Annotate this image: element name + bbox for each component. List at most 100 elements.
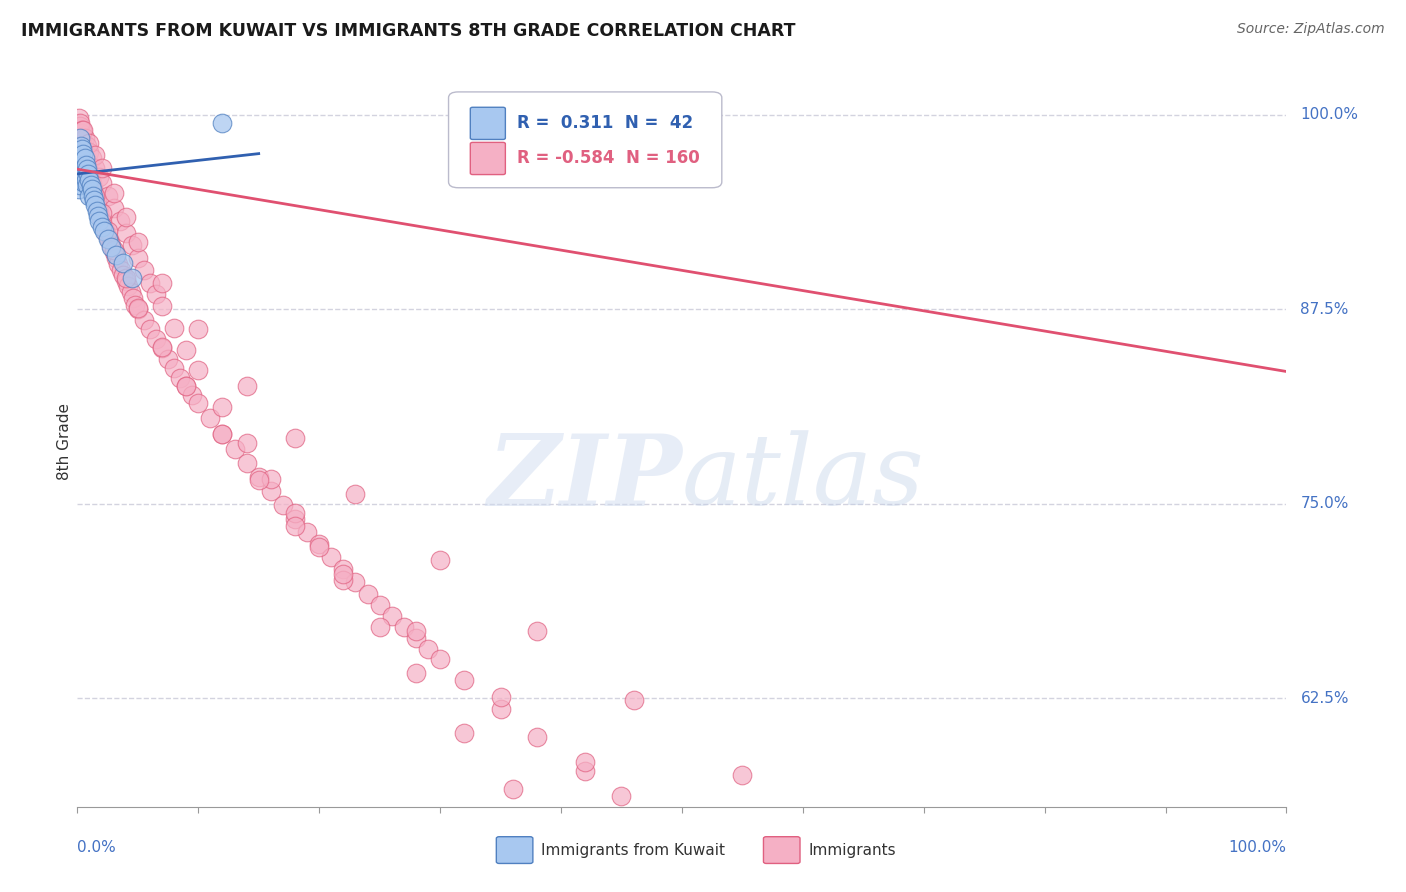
Point <box>405 666 427 681</box>
Point <box>96 224 118 238</box>
Point <box>97 232 120 246</box>
Point <box>72 175 94 189</box>
Text: R =  0.311  N =  42: R = 0.311 N = 42 <box>517 114 693 132</box>
FancyBboxPatch shape <box>470 107 505 139</box>
Point <box>100 238 122 252</box>
Point <box>105 251 128 265</box>
Point <box>174 378 197 392</box>
Point <box>114 274 136 288</box>
Point <box>72 162 94 177</box>
Point <box>150 340 173 354</box>
Point <box>76 162 98 177</box>
Point <box>77 167 100 181</box>
FancyBboxPatch shape <box>496 837 533 863</box>
Point <box>76 178 98 192</box>
Point <box>84 198 107 212</box>
Point <box>70 151 93 165</box>
Point <box>84 188 107 202</box>
Point <box>67 157 90 171</box>
Point <box>235 456 257 470</box>
Point <box>574 755 596 769</box>
Point <box>405 631 427 645</box>
Point <box>79 136 101 150</box>
Point <box>139 322 162 336</box>
Point <box>84 161 107 175</box>
Text: 75.0%: 75.0% <box>1301 496 1348 511</box>
Point <box>224 442 246 457</box>
Point <box>132 263 155 277</box>
Point <box>181 388 204 402</box>
Point <box>82 181 104 195</box>
Point <box>89 209 111 223</box>
Point <box>73 131 96 145</box>
Point <box>70 142 93 156</box>
Point <box>96 188 118 202</box>
Point <box>83 194 105 208</box>
Point <box>260 484 283 499</box>
Point <box>86 194 108 209</box>
Point <box>344 574 367 589</box>
Point <box>211 401 233 415</box>
Point <box>72 139 94 153</box>
Point <box>502 781 524 796</box>
Point <box>163 361 186 376</box>
Point <box>70 127 93 141</box>
Point <box>84 148 107 162</box>
Point <box>284 432 307 446</box>
Point <box>69 119 91 133</box>
Point <box>87 169 110 184</box>
Point <box>157 352 180 367</box>
Point <box>90 219 112 234</box>
Point <box>87 213 110 227</box>
Point <box>76 157 98 171</box>
Point <box>332 566 354 581</box>
Point <box>100 240 122 254</box>
Point <box>453 725 475 739</box>
Point <box>79 173 101 187</box>
Point <box>83 186 105 200</box>
FancyBboxPatch shape <box>470 143 505 175</box>
Point <box>70 131 93 145</box>
Point <box>114 211 136 225</box>
Text: 87.5%: 87.5% <box>1301 301 1348 317</box>
Point <box>295 524 318 539</box>
Point <box>211 115 233 129</box>
Point <box>67 169 90 184</box>
Point <box>132 313 155 327</box>
Point <box>73 151 96 165</box>
Point <box>127 301 149 315</box>
Point <box>114 226 136 240</box>
Point <box>75 165 97 179</box>
Point <box>308 541 330 555</box>
Point <box>73 146 96 161</box>
Point <box>368 598 391 612</box>
Point <box>80 176 103 190</box>
FancyBboxPatch shape <box>763 837 800 863</box>
Point <box>169 370 191 384</box>
Text: 0.0%: 0.0% <box>77 840 117 855</box>
Point <box>67 111 90 125</box>
Point <box>211 426 233 441</box>
Point <box>90 206 112 220</box>
Point <box>356 587 378 601</box>
Point <box>73 167 96 181</box>
Point <box>453 673 475 687</box>
Point <box>332 573 354 587</box>
Point <box>90 161 112 175</box>
Text: Source: ZipAtlas.com: Source: ZipAtlas.com <box>1237 22 1385 37</box>
Point <box>76 139 98 153</box>
Point <box>187 395 209 409</box>
Point <box>84 190 107 204</box>
Point <box>79 188 101 202</box>
Point <box>72 146 94 161</box>
Point <box>69 146 91 161</box>
Point <box>79 176 101 190</box>
Point <box>610 789 633 804</box>
Text: IMMIGRANTS FROM KUWAIT VS IMMIGRANTS 8TH GRADE CORRELATION CHART: IMMIGRANTS FROM KUWAIT VS IMMIGRANTS 8TH… <box>21 22 796 40</box>
Text: 62.5%: 62.5% <box>1301 690 1348 706</box>
Point <box>623 693 645 707</box>
Point <box>489 690 512 704</box>
Point <box>108 213 131 227</box>
Text: R = -0.584  N = 160: R = -0.584 N = 160 <box>517 150 700 168</box>
Point <box>344 487 367 501</box>
